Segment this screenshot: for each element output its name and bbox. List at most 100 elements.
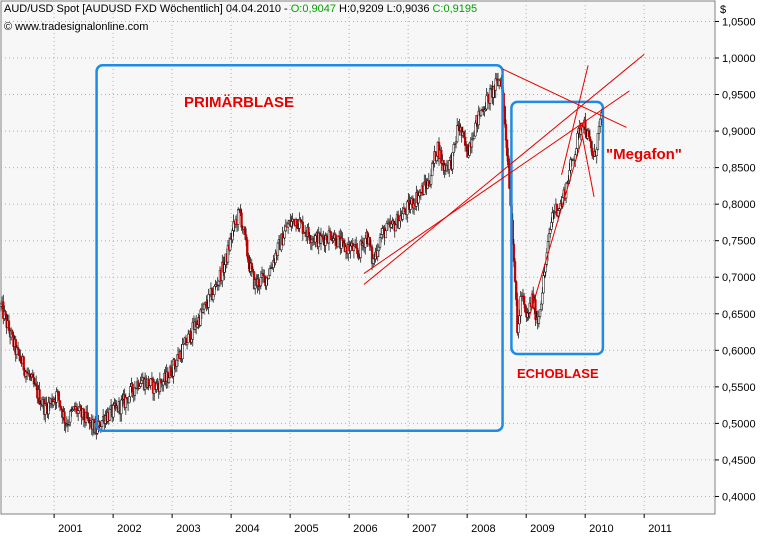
candle-body: [133, 387, 137, 396]
candle-body: [364, 237, 367, 248]
candle-body: [173, 359, 176, 367]
candle-body: [128, 396, 131, 404]
megaphone-label: "Megafon": [606, 146, 682, 163]
open-value: O:0,9047: [291, 3, 336, 15]
candle-body: [282, 237, 285, 246]
y-tick-label: 0,6000: [722, 345, 756, 357]
candle-body: [538, 309, 542, 317]
candle-body: [185, 342, 189, 346]
candle-body: [549, 229, 552, 234]
candle-body: [243, 226, 247, 235]
y-tick-label: 1,0000: [722, 53, 756, 65]
candle-body: [138, 386, 141, 389]
candle-body: [58, 400, 62, 407]
high-value: H:0,9209: [339, 3, 384, 15]
candle-body: [456, 125, 459, 143]
candle-body: [223, 264, 226, 273]
x-tick-label: 2010: [589, 523, 613, 535]
primary-bubble-box: [95, 64, 504, 432]
candle-body: [543, 271, 546, 276]
candle-body: [547, 233, 551, 242]
candle-body: [57, 391, 61, 401]
candle-body: [244, 234, 248, 241]
candle-body: [589, 140, 593, 149]
candle-body: [392, 220, 395, 224]
candle-body: [112, 405, 115, 418]
candle-body: [558, 208, 561, 211]
y-tick-label: 0,5000: [722, 418, 756, 430]
trendline: [363, 53, 645, 285]
candle-body: [28, 372, 31, 377]
plot-area: [0, 0, 716, 515]
candle-body: [296, 218, 299, 229]
candle-body: [63, 411, 66, 424]
candle-body: [190, 338, 193, 343]
candle-body: [384, 230, 387, 239]
candle-body: [0, 303, 3, 307]
candle-body: [513, 261, 517, 282]
x-tick-label: 2003: [176, 523, 200, 535]
candle-body: [524, 304, 527, 313]
candle-body: [473, 135, 476, 139]
candle-body: [207, 293, 210, 308]
grid-lines: [1, 1, 715, 514]
candle-body: [131, 383, 134, 393]
candle-body: [156, 382, 159, 386]
candle-body: [504, 124, 508, 141]
candle-body: [322, 236, 325, 240]
trendline: [502, 68, 627, 128]
candle-body: [259, 276, 263, 287]
candle-body: [352, 245, 356, 251]
candle-body: [196, 324, 199, 328]
candle-body: [201, 308, 205, 313]
candle-body: [276, 242, 280, 256]
candle-body: [368, 236, 371, 247]
candle-body: [55, 391, 58, 403]
candle-body: [16, 347, 20, 350]
candle-body: [517, 323, 520, 333]
candle-body: [100, 420, 104, 427]
candle-body: [332, 238, 335, 241]
candle-body: [336, 235, 340, 248]
candle-body: [540, 303, 543, 310]
low-value: L:0,9036: [387, 3, 430, 15]
candle-body: [403, 208, 407, 213]
candle-body: [505, 139, 509, 157]
y-tick-label: 0,6500: [722, 309, 756, 321]
candle-body: [11, 330, 14, 336]
candle-body: [588, 136, 592, 142]
candle-body: [406, 201, 409, 216]
candle-body: [7, 320, 11, 331]
candle-body: [417, 195, 420, 204]
candle-body: [31, 374, 34, 378]
candle-body: [378, 237, 382, 248]
candle-body: [67, 421, 71, 425]
x-tick-label: 2007: [412, 523, 436, 535]
candle-body: [451, 152, 454, 170]
candle-body: [231, 230, 234, 241]
candle-body: [129, 386, 132, 397]
candle-body: [35, 383, 38, 387]
candle-body: [267, 274, 270, 280]
candle-body: [202, 303, 206, 310]
candle-body: [503, 106, 506, 125]
currency-symbol: $: [720, 4, 726, 16]
candle-body: [551, 212, 554, 223]
source-label: © www.tradesignalonline.com: [4, 21, 148, 33]
primary-bubble-label: PRIMÄRBLASE: [184, 94, 294, 111]
candle-body: [247, 256, 250, 263]
candle-body: [557, 210, 560, 217]
candle-body: [286, 223, 290, 228]
candle-body: [108, 409, 112, 421]
y-tick-label: 0,7500: [722, 236, 756, 248]
echo-bubble-label: ECHOBLASE: [517, 366, 599, 381]
candle-body: [356, 247, 359, 255]
candle-body: [394, 224, 398, 232]
x-tick-label: 2005: [294, 523, 318, 535]
candle-body: [474, 122, 477, 137]
candle-body: [268, 268, 272, 276]
candle-body: [4, 311, 7, 316]
candle-body: [597, 126, 601, 134]
y-tick-label: 0,7000: [722, 272, 756, 284]
candle-body: [181, 344, 184, 360]
